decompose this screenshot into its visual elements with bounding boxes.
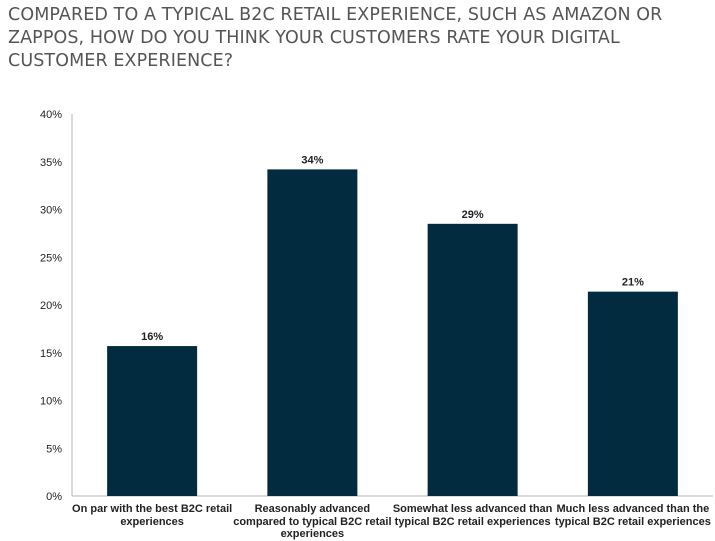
data-label: 29% bbox=[462, 209, 484, 221]
x-category-label: Reasonably advanced compared to typical … bbox=[233, 503, 392, 540]
y-tick-label: 20% bbox=[40, 300, 62, 312]
data-label: 16% bbox=[141, 331, 163, 343]
x-category-label: Much less advanced than the typical B2C … bbox=[554, 503, 711, 528]
y-tick-label: 35% bbox=[40, 157, 62, 169]
y-tick-label: 25% bbox=[40, 252, 62, 264]
x-category-label: Somewhat less advanced than typical B2C … bbox=[392, 503, 553, 528]
y-tick-label: 30% bbox=[40, 205, 62, 217]
y-tick-label: 0% bbox=[46, 491, 62, 503]
data-label: 21% bbox=[622, 277, 644, 289]
bar bbox=[267, 169, 358, 496]
data-label: 34% bbox=[301, 154, 323, 166]
chart-title: COMPARED TO A TYPICAL B2C RETAIL EXPERIE… bbox=[8, 5, 663, 71]
bars bbox=[107, 169, 678, 496]
y-tick-label: 40% bbox=[40, 109, 62, 121]
bar bbox=[587, 291, 678, 496]
bar bbox=[107, 346, 198, 496]
y-axis-ticks: 0% 5% 10% 15% 20% 25% 30% 35% 40% bbox=[40, 109, 62, 503]
x-category-label: On par with the best B2C retail experien… bbox=[72, 503, 233, 528]
data-labels: 16% 34% 29% 21% bbox=[141, 154, 644, 343]
y-tick-label: 5% bbox=[46, 443, 62, 455]
y-tick-label: 10% bbox=[40, 396, 62, 408]
y-tick-label: 15% bbox=[40, 348, 62, 360]
bar bbox=[427, 223, 518, 496]
